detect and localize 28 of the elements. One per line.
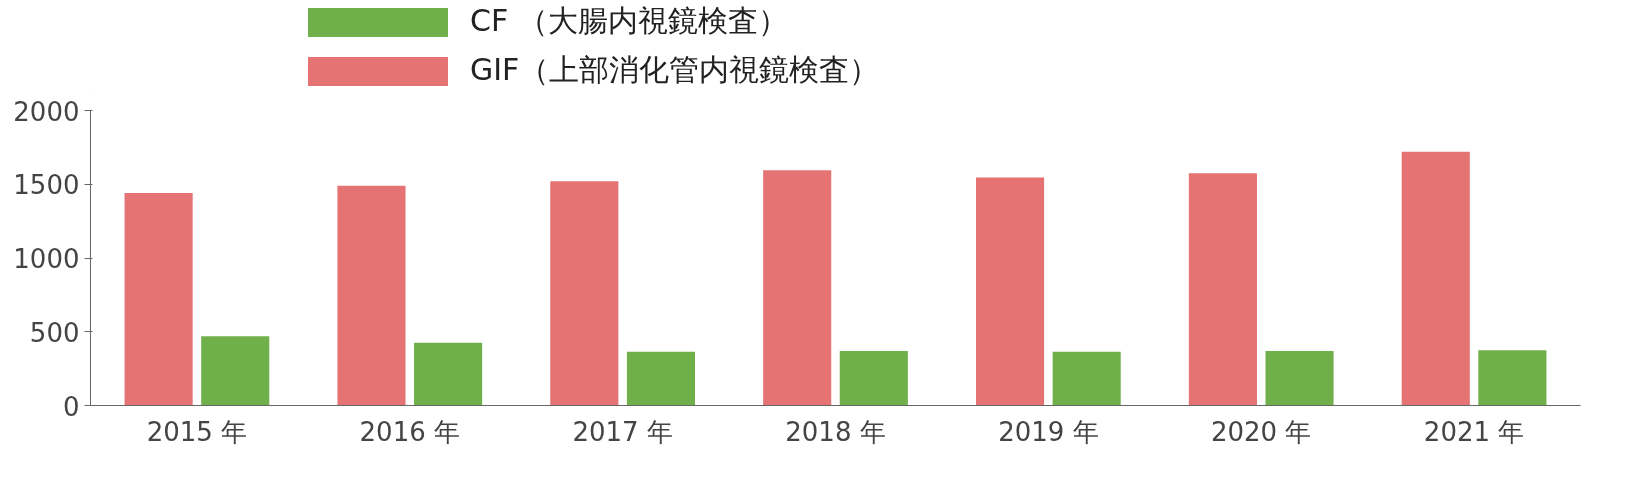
bar xyxy=(1052,351,1121,406)
x-tick-label: 2020 年 xyxy=(1211,416,1312,447)
y-tick-label: 1000 xyxy=(13,244,80,274)
bar xyxy=(201,336,270,406)
y-tick-label: 1500 xyxy=(13,170,80,201)
x-tick-label: 2016 年 xyxy=(359,416,461,447)
bar xyxy=(1401,151,1470,406)
bar xyxy=(550,181,619,406)
x-tick-label: 2018 年 xyxy=(785,416,886,447)
y-tick-label: 0 xyxy=(62,391,80,422)
bar xyxy=(414,342,483,406)
bar xyxy=(763,170,832,406)
x-tick-label: 2019 年 xyxy=(998,416,1099,447)
bar xyxy=(975,177,1045,406)
bar xyxy=(839,350,908,406)
legend-label: CF （大腸内視鏡検査） xyxy=(470,2,788,40)
bar xyxy=(1265,350,1334,406)
bar xyxy=(626,351,696,406)
x-tick-label: 2021 年 xyxy=(1423,416,1525,447)
bar xyxy=(337,185,406,406)
y-tick-label: 500 xyxy=(29,317,80,348)
bar xyxy=(1478,350,1547,406)
legend-label: GIF（上部消化管内視鏡検査） xyxy=(470,51,880,89)
bar xyxy=(124,193,193,406)
x-tick-label: 2017 年 xyxy=(572,416,673,447)
x-tick-label: 2015 年 xyxy=(146,416,248,447)
y-tick-label: 2000 xyxy=(13,96,80,127)
bar xyxy=(1188,173,1257,406)
